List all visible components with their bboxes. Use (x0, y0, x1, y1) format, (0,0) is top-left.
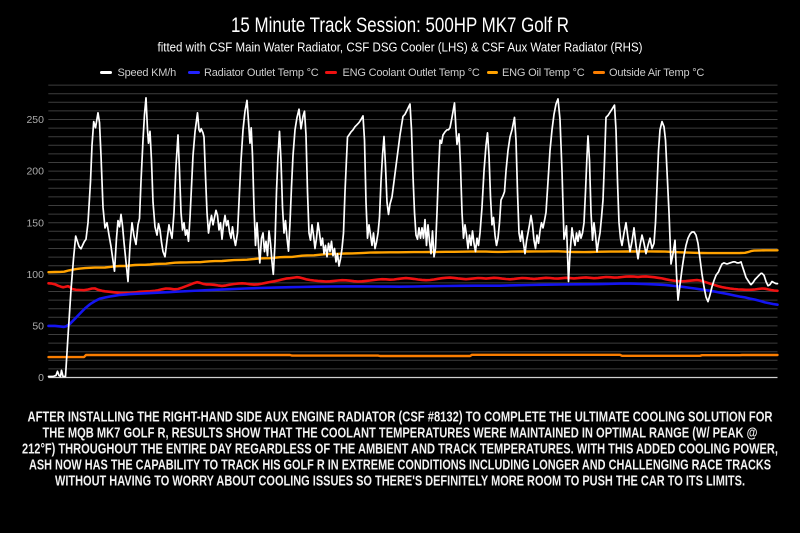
svg-text:THE MQB MK7 GOLF R, RESULTS SH: THE MQB MK7 GOLF R, RESULTS SHOW THAT TH… (43, 425, 758, 442)
svg-text:WITHOUT HAVING TO WORRY ABOUT: WITHOUT HAVING TO WORRY ABOUT COOLING IS… (55, 473, 745, 490)
svg-text:15 Minute Track Session: 500HP: 15 Minute Track Session: 500HP MK7 Golf … (231, 14, 569, 37)
svg-text:ASH NOW HAS THE CAPABILITY TO: ASH NOW HAS THE CAPABILITY TO TRACK HIS … (29, 457, 771, 474)
svg-text:212°F) THROUGHOUT THE ENTIRE D: 212°F) THROUGHOUT THE ENTIRE DAY REGARDL… (22, 441, 778, 458)
svg-text:fitted with CSF Main Water Rad: fitted with CSF Main Water Radiator, CSF… (158, 40, 643, 55)
svg-text:0: 0 (38, 372, 44, 384)
svg-text:250: 250 (26, 114, 44, 126)
svg-text:50: 50 (32, 321, 44, 333)
svg-text:200: 200 (26, 166, 44, 178)
svg-text:AFTER INSTALLING THE RIGHT-HAN: AFTER INSTALLING THE RIGHT-HAND SIDE AUX… (28, 409, 773, 426)
svg-text:100: 100 (26, 269, 44, 281)
svg-text:150: 150 (26, 217, 44, 229)
